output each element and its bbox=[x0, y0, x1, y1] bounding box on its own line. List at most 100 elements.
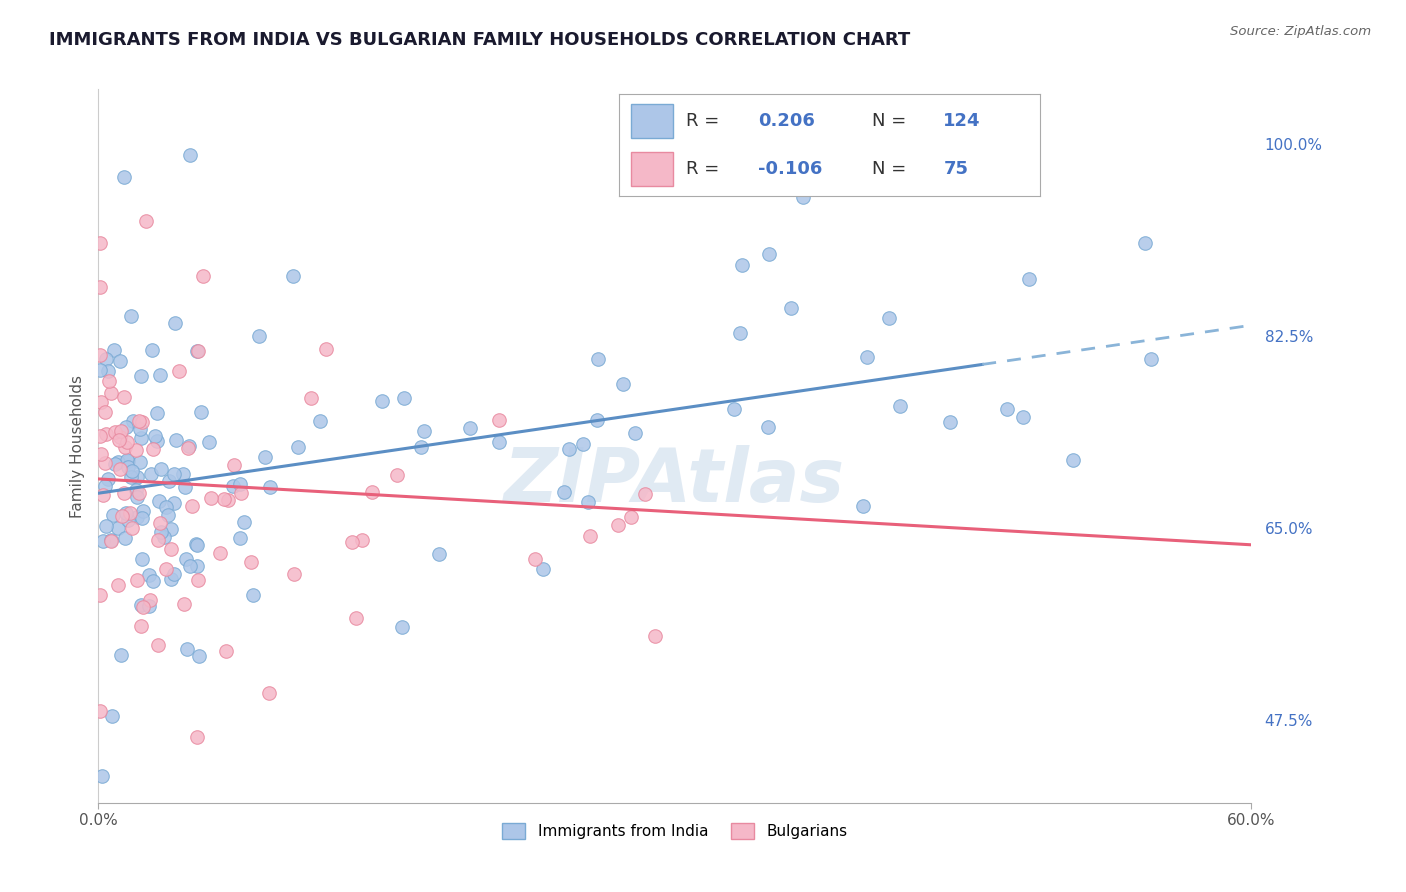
Point bbox=[856, 350, 879, 364]
Point bbox=[115, 420, 138, 434]
Point bbox=[167, 364, 190, 378]
Point bbox=[139, 467, 162, 482]
Point bbox=[146, 533, 169, 548]
Point bbox=[89, 363, 111, 377]
Point bbox=[187, 573, 209, 587]
Point bbox=[179, 558, 201, 573]
Point bbox=[89, 348, 111, 362]
Point bbox=[427, 547, 450, 561]
Point bbox=[143, 429, 166, 443]
Point bbox=[572, 437, 595, 451]
Point bbox=[186, 538, 208, 552]
Point bbox=[259, 480, 281, 494]
Point bbox=[129, 619, 152, 633]
Point bbox=[287, 440, 309, 454]
Point bbox=[1140, 351, 1163, 366]
Point bbox=[187, 649, 209, 664]
Point bbox=[128, 486, 150, 500]
Point bbox=[149, 461, 172, 475]
Point bbox=[392, 391, 415, 405]
Point bbox=[89, 235, 111, 250]
Point bbox=[127, 573, 149, 587]
Point bbox=[214, 491, 236, 506]
Point bbox=[190, 405, 212, 419]
Point bbox=[240, 555, 263, 569]
Point bbox=[100, 709, 122, 723]
Point bbox=[612, 377, 634, 392]
Point bbox=[118, 506, 141, 520]
Point bbox=[131, 552, 153, 566]
Point bbox=[411, 440, 433, 454]
Point bbox=[524, 552, 547, 566]
Point bbox=[208, 546, 231, 560]
Point bbox=[125, 483, 148, 498]
Point bbox=[558, 442, 581, 456]
Point bbox=[163, 317, 186, 331]
Point bbox=[315, 342, 337, 356]
Point bbox=[159, 542, 181, 557]
Point bbox=[152, 530, 174, 544]
Point bbox=[114, 531, 136, 545]
Point bbox=[186, 344, 208, 359]
Point bbox=[340, 534, 363, 549]
Point bbox=[281, 268, 304, 283]
Point bbox=[91, 534, 114, 549]
Point bbox=[588, 351, 610, 366]
Point bbox=[283, 567, 305, 582]
Point bbox=[107, 455, 129, 469]
Point bbox=[112, 486, 135, 500]
Text: -0.106: -0.106 bbox=[758, 160, 823, 178]
Point bbox=[112, 169, 135, 184]
Point bbox=[104, 457, 127, 471]
Point bbox=[117, 434, 139, 449]
Text: 124: 124 bbox=[943, 112, 981, 130]
Bar bbox=[631, 153, 673, 186]
Point bbox=[186, 559, 208, 574]
Point bbox=[344, 610, 367, 624]
Text: N =: N = bbox=[872, 112, 911, 130]
Point bbox=[139, 593, 162, 607]
Point bbox=[247, 329, 270, 343]
Point bbox=[128, 455, 150, 469]
Point bbox=[96, 426, 118, 441]
Point bbox=[758, 247, 780, 261]
Point bbox=[160, 572, 183, 586]
Point bbox=[90, 447, 112, 461]
Point bbox=[131, 511, 153, 525]
Text: 75: 75 bbox=[943, 160, 969, 178]
Point bbox=[173, 480, 195, 494]
Point bbox=[100, 533, 122, 547]
Point bbox=[128, 414, 150, 428]
Point bbox=[138, 568, 160, 582]
Point bbox=[121, 521, 143, 535]
Point bbox=[728, 326, 751, 341]
Text: R =: R = bbox=[686, 160, 725, 178]
Point bbox=[89, 428, 111, 442]
Point bbox=[129, 368, 152, 383]
Text: ZIPAtlas: ZIPAtlas bbox=[505, 445, 845, 518]
Point bbox=[233, 515, 256, 529]
Point bbox=[107, 578, 129, 592]
Point bbox=[792, 190, 814, 204]
Point bbox=[172, 467, 194, 481]
Point bbox=[135, 214, 157, 228]
Point bbox=[91, 488, 114, 502]
Point bbox=[110, 648, 132, 662]
Point bbox=[108, 430, 131, 444]
Legend: Immigrants from India, Bulgarians: Immigrants from India, Bulgarians bbox=[496, 817, 853, 845]
Point bbox=[620, 509, 643, 524]
Point bbox=[103, 508, 125, 522]
Text: R =: R = bbox=[686, 112, 725, 130]
Point bbox=[121, 464, 143, 478]
Point bbox=[110, 425, 132, 439]
Point bbox=[89, 280, 111, 294]
Point bbox=[141, 343, 163, 357]
Point bbox=[132, 599, 155, 614]
Point bbox=[576, 495, 599, 509]
Point bbox=[114, 441, 136, 455]
Point bbox=[198, 434, 221, 449]
Point bbox=[176, 552, 198, 566]
Point bbox=[89, 588, 111, 602]
Point bbox=[145, 406, 167, 420]
Point bbox=[117, 453, 139, 467]
